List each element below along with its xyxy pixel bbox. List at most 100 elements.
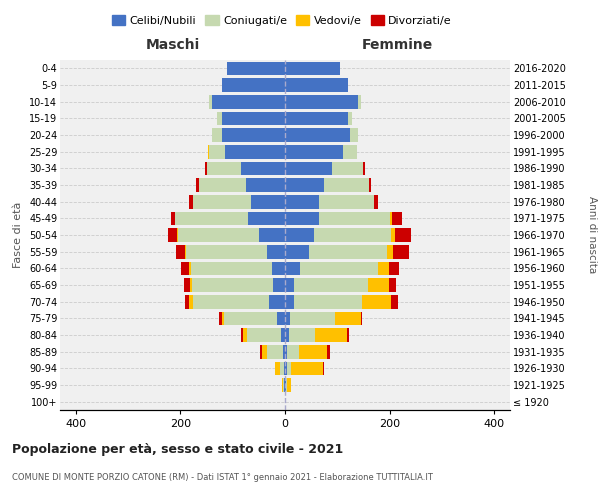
Bar xyxy=(281,328,285,342)
Bar xyxy=(193,295,285,308)
Bar xyxy=(285,228,411,242)
Bar xyxy=(189,262,285,275)
Bar xyxy=(285,62,340,75)
Bar xyxy=(285,362,287,375)
Bar xyxy=(222,112,285,125)
Legend: Celibi/Nubili, Coniugati/e, Vedovi/e, Divorziati/e: Celibi/Nubili, Coniugati/e, Vedovi/e, Di… xyxy=(107,10,457,30)
Bar xyxy=(285,128,358,142)
Bar xyxy=(196,178,285,192)
Bar xyxy=(222,78,285,92)
Bar xyxy=(212,95,285,108)
Bar xyxy=(285,378,291,392)
Bar xyxy=(285,62,340,75)
Bar xyxy=(285,162,332,175)
Bar xyxy=(285,245,409,258)
Bar xyxy=(285,78,348,92)
Text: Popolazione per età, sesso e stato civile - 2021: Popolazione per età, sesso e stato civil… xyxy=(12,442,343,456)
Bar xyxy=(285,278,397,292)
Bar xyxy=(285,328,347,342)
Bar xyxy=(283,345,285,358)
Bar xyxy=(217,112,285,125)
Bar xyxy=(285,212,401,225)
Text: Maschi: Maschi xyxy=(145,38,200,52)
Bar xyxy=(168,228,285,242)
Bar xyxy=(184,278,285,292)
Bar xyxy=(285,128,358,142)
Bar xyxy=(175,212,285,225)
Bar xyxy=(285,378,287,392)
Bar xyxy=(212,128,285,142)
Bar xyxy=(208,145,285,158)
Bar xyxy=(191,262,285,275)
Bar xyxy=(217,112,285,125)
Bar xyxy=(285,178,324,192)
Bar xyxy=(225,145,285,158)
Bar xyxy=(218,312,285,325)
Bar xyxy=(246,178,285,192)
Bar xyxy=(285,145,357,158)
Bar xyxy=(285,78,348,92)
Bar xyxy=(285,262,299,275)
Bar xyxy=(285,345,287,358)
Bar xyxy=(189,295,285,308)
Bar xyxy=(285,128,358,142)
Bar xyxy=(285,345,299,358)
Bar xyxy=(285,78,348,92)
Bar xyxy=(171,212,285,225)
Bar xyxy=(212,128,285,142)
Bar xyxy=(274,278,285,292)
Bar xyxy=(283,378,285,392)
Bar xyxy=(217,112,285,125)
Bar xyxy=(285,278,368,292)
Bar xyxy=(285,262,378,275)
Bar xyxy=(222,78,285,92)
Bar xyxy=(285,362,324,375)
Bar xyxy=(285,112,352,125)
Bar xyxy=(242,328,285,342)
Bar xyxy=(185,245,285,258)
Bar xyxy=(285,78,348,92)
Bar xyxy=(224,312,285,325)
Bar xyxy=(284,362,285,375)
Bar xyxy=(285,345,330,358)
Bar xyxy=(260,345,285,358)
Bar xyxy=(285,378,286,392)
Bar xyxy=(285,162,364,175)
Bar xyxy=(247,328,285,342)
Bar xyxy=(285,362,291,375)
Bar xyxy=(241,328,285,342)
Bar xyxy=(259,228,285,242)
Bar xyxy=(248,212,285,225)
Bar xyxy=(285,378,291,392)
Bar xyxy=(285,312,361,325)
Bar xyxy=(285,62,340,75)
Bar xyxy=(285,295,295,308)
Bar xyxy=(285,245,394,258)
Bar xyxy=(185,295,285,308)
Bar xyxy=(205,162,285,175)
Bar xyxy=(222,128,285,142)
Bar xyxy=(269,295,285,308)
Bar xyxy=(222,78,285,92)
Bar xyxy=(251,195,285,208)
Bar xyxy=(209,95,285,108)
Bar xyxy=(266,245,285,258)
Bar xyxy=(285,278,389,292)
Bar xyxy=(285,262,399,275)
Bar xyxy=(285,195,374,208)
Bar xyxy=(285,328,316,342)
Bar xyxy=(275,362,285,375)
Bar xyxy=(285,178,369,192)
Bar xyxy=(178,228,285,242)
Bar xyxy=(285,312,362,325)
Text: Anni di nascita: Anni di nascita xyxy=(587,196,597,274)
Bar xyxy=(177,228,285,242)
Bar xyxy=(285,145,343,158)
Bar xyxy=(285,178,369,192)
Bar xyxy=(285,262,389,275)
Bar xyxy=(285,162,365,175)
Bar xyxy=(175,212,285,225)
Bar xyxy=(285,178,371,192)
Bar xyxy=(285,195,378,208)
Bar xyxy=(206,162,285,175)
